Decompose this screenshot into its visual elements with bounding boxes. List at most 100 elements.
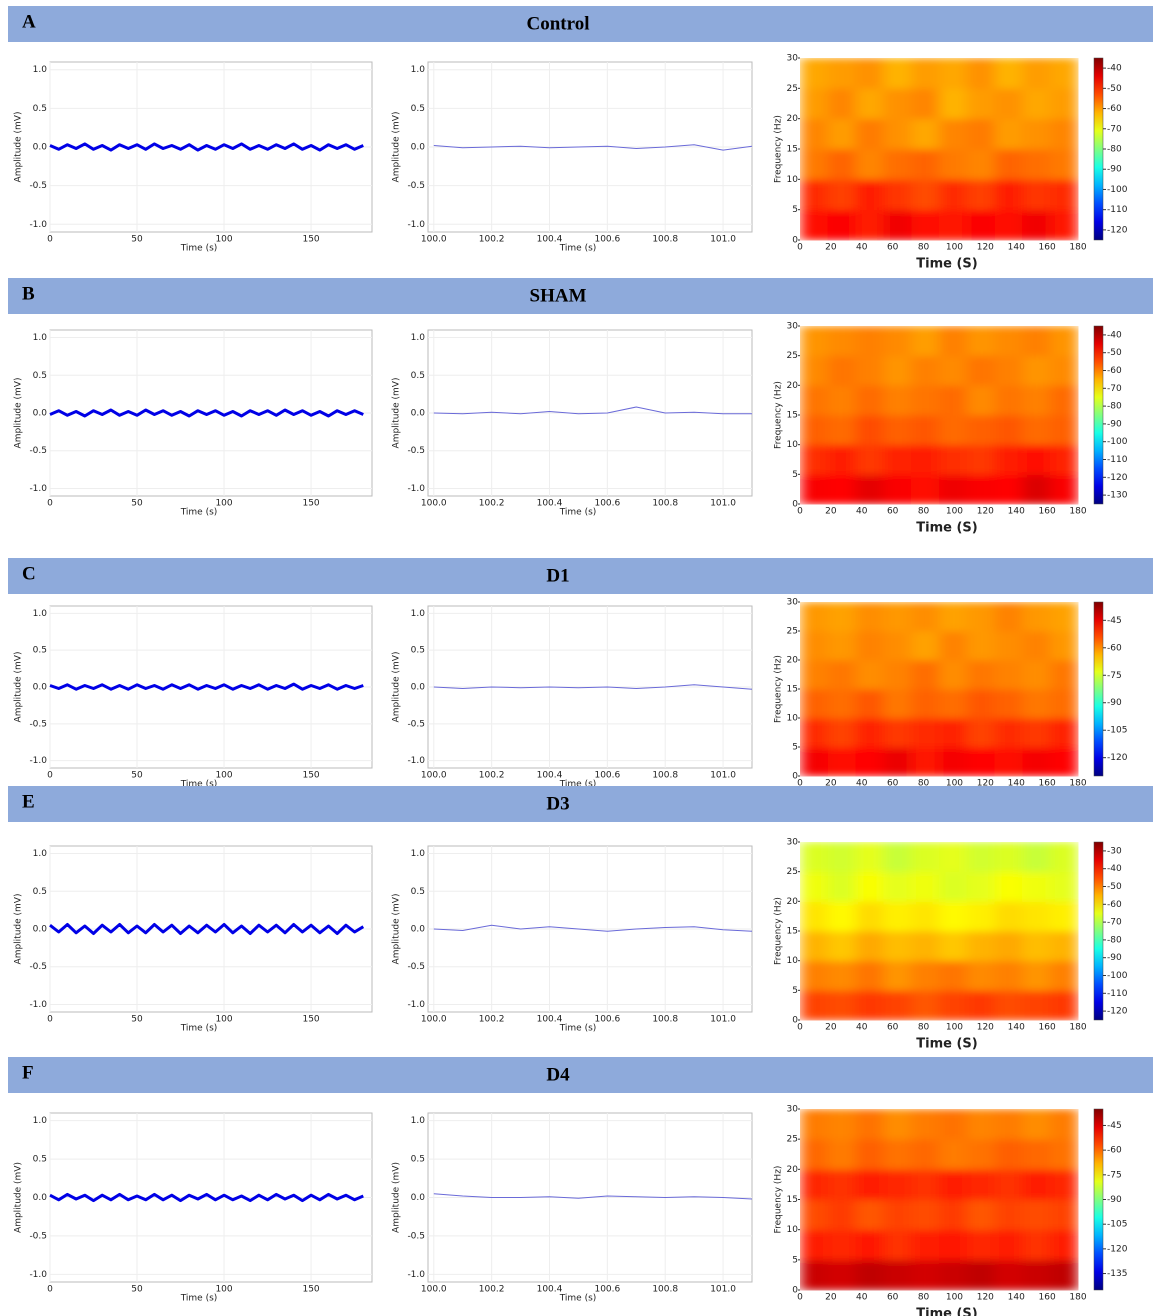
x-tick-label: 80	[918, 1023, 930, 1033]
spectrogram-cell	[1022, 444, 1051, 475]
y-tick-label: 0	[792, 500, 798, 510]
spectrogram-cell	[1022, 58, 1051, 89]
y-tick-label: 5	[792, 743, 798, 753]
x-tick-label: 140	[1008, 1023, 1025, 1033]
spectrogram-cell	[883, 1199, 912, 1231]
y-tick-label: 15	[787, 411, 798, 421]
y-axis-label: Amplitude (mV)	[392, 1162, 402, 1233]
spectrogram-cell	[800, 326, 829, 357]
spectrogram-cell	[827, 355, 857, 386]
y-tick-label: -1.0	[407, 1270, 425, 1280]
y-tick-label: 1.0	[33, 609, 48, 619]
spectrogram-cell	[1050, 355, 1079, 386]
colorbar-tick-label: -60	[1107, 643, 1122, 653]
spectrogram-cell	[800, 1259, 829, 1291]
signal-trace	[49, 408, 364, 418]
x-axis-label: Time (S)	[916, 1307, 977, 1316]
signal-trace	[49, 1192, 364, 1203]
spectrogram-cell	[827, 88, 857, 120]
spectrogram-cell	[855, 842, 884, 873]
spectrogram-cell	[855, 1199, 884, 1231]
panel-header	[8, 558, 1153, 594]
spectrogram-cell	[939, 385, 968, 416]
y-tick-label: 0	[792, 1286, 798, 1296]
x-tick-label: 160	[1039, 1023, 1056, 1033]
spectrogram-cell	[855, 990, 884, 1021]
x-tick-label: 100.2	[479, 771, 505, 781]
x-tick-label: 100.2	[479, 1015, 505, 1025]
spectrogram-cell	[1022, 631, 1051, 661]
x-tick-label: 100.4	[537, 1015, 563, 1025]
spectrogram-cell	[939, 1259, 968, 1291]
spectrogram-cell	[994, 747, 1023, 777]
spectrogram-cell	[827, 960, 857, 991]
spectrogram-cell	[855, 901, 884, 932]
x-tick-label: 100	[946, 779, 963, 789]
spectrogram-cell	[1022, 747, 1051, 777]
spectrogram-cell	[911, 209, 940, 241]
spectrogram-cell	[939, 1199, 968, 1231]
y-axis-label: Amplitude (mV)	[14, 652, 24, 723]
signal-trace	[433, 1193, 753, 1200]
spectrogram-cell	[855, 602, 884, 632]
x-axis-label: Time (s)	[180, 780, 218, 790]
y-tick-label: 5	[792, 470, 798, 480]
colorbar-tick-label: -90	[1107, 953, 1122, 963]
y-tick-label: 25	[787, 84, 798, 94]
spectrogram-cell	[994, 660, 1023, 690]
spectrogram-cell	[966, 209, 996, 241]
spectrogram-cell	[800, 931, 829, 962]
x-tick-label: 101.0	[710, 235, 736, 245]
spectrogram-cell	[855, 1229, 884, 1261]
spectrogram-cell	[966, 118, 996, 150]
x-tick-label: 160	[1039, 243, 1056, 253]
y-tick-label: 0	[792, 1016, 798, 1026]
spectrogram-cell	[939, 1109, 968, 1140]
spectrogram-cell	[939, 58, 968, 89]
x-tick-label: 120	[977, 507, 994, 517]
y-axis-label: Amplitude (mV)	[392, 894, 402, 965]
spectrogram	[800, 842, 1079, 1021]
y-tick-label: 0.0	[411, 1193, 426, 1203]
x-tick-label: 100	[215, 771, 232, 781]
y-tick-label: 1.0	[411, 333, 426, 343]
spectrogram-cell	[883, 88, 912, 120]
spectrogram-cell	[939, 326, 968, 357]
spectrogram-cell	[800, 444, 829, 475]
spectrogram-cell	[855, 474, 884, 505]
spectrogram-cell	[994, 602, 1023, 632]
spectrogram-cell	[800, 88, 829, 120]
y-tick-label: 10	[787, 714, 799, 724]
panel-header	[8, 1057, 1153, 1093]
spectrogram-cell	[911, 88, 940, 120]
spectrogram-cell	[800, 415, 829, 446]
x-tick-label: 150	[302, 1285, 319, 1295]
panel-header	[8, 6, 1153, 42]
spectrogram-cell	[1022, 179, 1051, 211]
spectrogram-cell	[911, 660, 940, 690]
x-tick-label: 140	[1008, 1293, 1025, 1303]
y-tick-label: -0.5	[29, 719, 47, 729]
y-tick-label: 15	[787, 927, 798, 937]
spectrogram-cell	[883, 385, 912, 416]
spectrogram-cell	[1050, 1139, 1079, 1170]
x-tick-label: 100	[946, 243, 963, 253]
spectrogram-cell	[883, 842, 912, 873]
x-axis-label: Time (s)	[559, 1294, 597, 1304]
spectrogram-cell	[855, 631, 884, 661]
panel-letter: F	[22, 1062, 34, 1083]
spectrogram-cell	[1050, 179, 1079, 211]
spectrogram-cell	[827, 118, 857, 150]
spectrogram-cell	[1050, 209, 1079, 241]
x-axis-label: Time (s)	[180, 244, 218, 254]
spectrogram-cell	[939, 990, 968, 1021]
y-tick-label: 0.5	[33, 104, 47, 114]
signal-trace	[433, 684, 753, 690]
spectrogram-cell	[800, 149, 829, 180]
y-tick-label: -0.5	[407, 446, 425, 456]
spectrogram-cell	[994, 1259, 1023, 1291]
spectrogram-cell	[1050, 960, 1079, 991]
spectrogram-cell	[966, 179, 996, 211]
x-tick-label: 60	[887, 1293, 899, 1303]
spectrogram-cell	[827, 901, 857, 932]
